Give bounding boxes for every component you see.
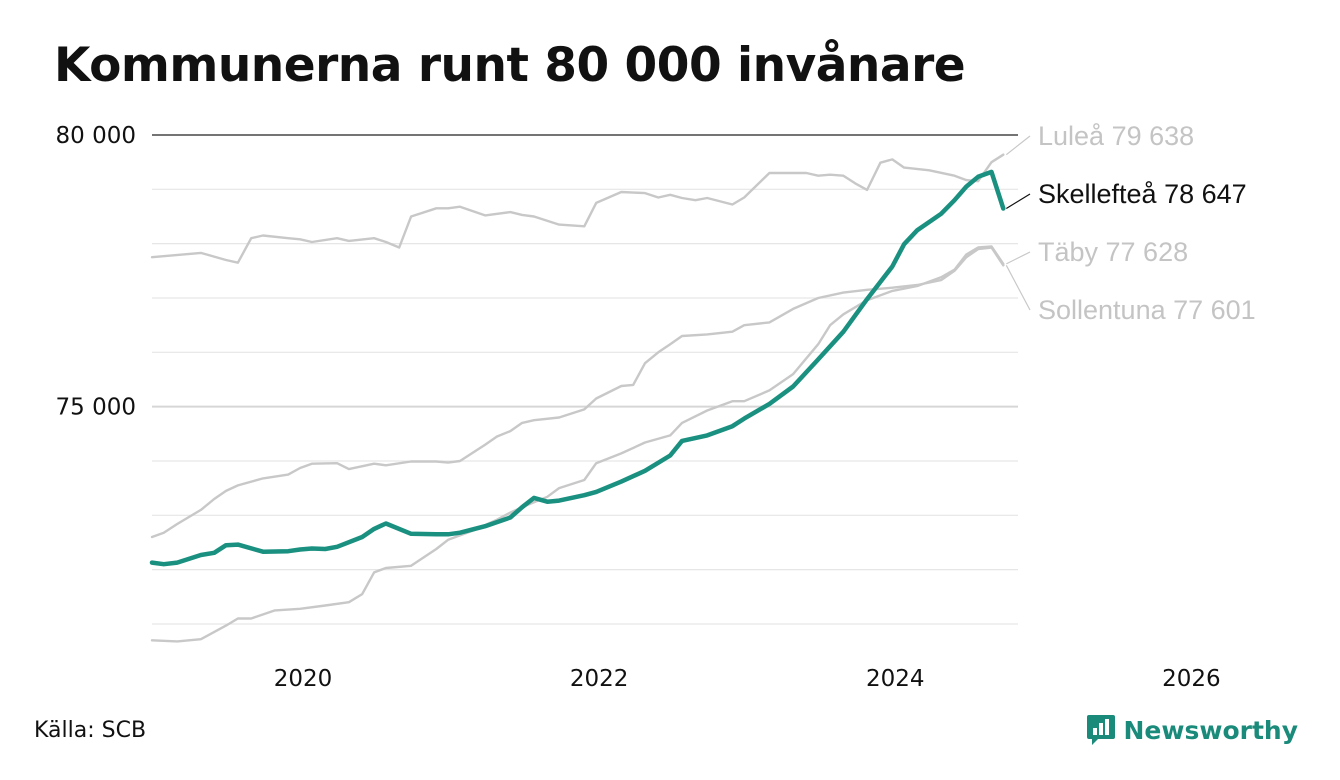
leader-line-luleå [1005,135,1031,156]
series-label-täby: Täby 77 628 [1038,237,1188,267]
x-tick-label: 2022 [570,666,629,692]
brand: Newsworthy [1086,714,1299,746]
x-tick-label: 2024 [866,666,925,692]
newsworthy-logo-icon [1086,715,1115,745]
series-line-sollentuna [150,246,1005,539]
series-labels: Luleå 79 638 Skellefteå 78 647 Täby 77 628… [1005,121,1256,325]
y-tick-label: 75 000 [56,395,136,421]
series-lines [149,153,1006,643]
chart-title: Kommunerna runt 80 000 invånare [54,38,966,93]
series-line-luleå [150,153,1005,264]
x-tick-label: 2020 [274,666,333,692]
series-label-luleå: Luleå 79 638 [1038,121,1194,151]
leader-line-sollentuna [1005,265,1031,311]
series-line-täby [150,245,1005,643]
brand-name: Newsworthy [1123,715,1299,745]
series-line-skellefteå [149,169,1006,567]
axes: 75 000 80 000 2020 2022 2024 2026 [56,123,1221,692]
series-label-skellefteå: Skellefteå 78 647 [1038,179,1247,209]
leader-line-täby [1006,251,1031,265]
y-tick-label: 80 000 [56,123,136,149]
source-note: Källa: SCB [34,718,147,743]
leader-line-skellefteå [1005,193,1031,210]
series-label-sollentuna: Sollentuna 77 601 [1038,295,1256,325]
x-tick-label: 2026 [1162,666,1221,692]
